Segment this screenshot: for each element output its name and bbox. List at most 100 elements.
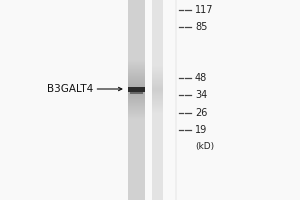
Bar [128,185,145,186]
Bar [152,63,163,64]
Bar [152,49,163,50]
Bar [152,13,163,14]
Bar [152,106,163,107]
Bar [152,15,163,16]
Bar [130,92,143,94]
Bar [128,83,145,84]
Bar [152,82,163,83]
Bar [152,109,163,110]
Bar [152,126,163,127]
Bar [152,99,163,100]
Bar [128,118,145,119]
Bar [152,198,163,199]
Bar [152,163,163,164]
Bar [152,78,163,79]
Bar [128,179,145,180]
Bar [128,50,145,51]
Bar [128,11,145,12]
Bar [128,73,145,74]
Bar [128,126,145,127]
Bar [152,18,163,19]
Bar [152,195,163,196]
Bar [128,136,145,137]
Bar [152,65,163,66]
Bar [128,35,145,36]
Bar [152,151,163,152]
Bar [128,167,145,168]
Bar [128,146,145,147]
Bar [152,108,163,109]
Bar [128,96,145,97]
Bar [152,54,163,55]
Bar [128,20,145,21]
Bar [128,175,145,176]
Bar [128,122,145,123]
Bar [128,155,145,156]
Bar [128,2,145,3]
Bar [152,164,163,165]
Bar [152,157,163,158]
Bar [152,97,163,98]
Bar [128,19,145,20]
Bar [128,132,145,133]
Bar [152,112,163,113]
Bar [128,14,145,15]
Bar [128,42,145,43]
Bar [128,176,145,177]
Bar [152,187,163,188]
Bar [152,154,163,155]
Bar [152,86,163,87]
Bar [128,166,145,167]
Bar [128,157,145,158]
Bar [152,160,163,161]
Bar [152,152,163,153]
Bar [128,27,145,28]
Bar [152,53,163,54]
Text: (kD): (kD) [195,142,214,150]
Bar [128,33,145,34]
Bar [128,54,145,55]
Bar [128,106,145,107]
Bar [128,31,145,32]
Bar [152,197,163,198]
Bar [152,91,163,92]
Bar [152,1,163,2]
Text: 48: 48 [195,73,207,83]
Bar [152,47,163,48]
Bar [128,17,145,18]
Bar [152,4,163,5]
Bar [128,172,145,173]
Bar [128,152,145,153]
Bar [128,114,145,115]
Bar [128,124,145,125]
Text: 26: 26 [195,108,207,118]
Bar [152,30,163,31]
Bar [152,148,163,149]
Bar [128,137,145,138]
Bar [152,46,163,47]
Bar [176,0,300,200]
Text: 117: 117 [195,5,214,15]
Bar [128,158,145,159]
Bar [152,94,163,95]
Bar [152,56,163,57]
Bar [152,143,163,144]
Bar [128,36,145,37]
Bar [128,125,145,126]
Bar [128,89,145,90]
Bar [152,44,163,45]
Text: 19: 19 [195,125,207,135]
Bar [128,151,145,152]
Bar [128,163,145,164]
Bar [152,149,163,150]
Bar [152,74,163,75]
Bar [152,75,163,76]
Bar [152,11,163,12]
Bar [128,85,145,86]
Bar [152,178,163,179]
Bar [128,129,145,130]
Bar [128,49,145,50]
Bar [128,26,145,27]
Bar [128,6,145,7]
Bar [152,36,163,37]
